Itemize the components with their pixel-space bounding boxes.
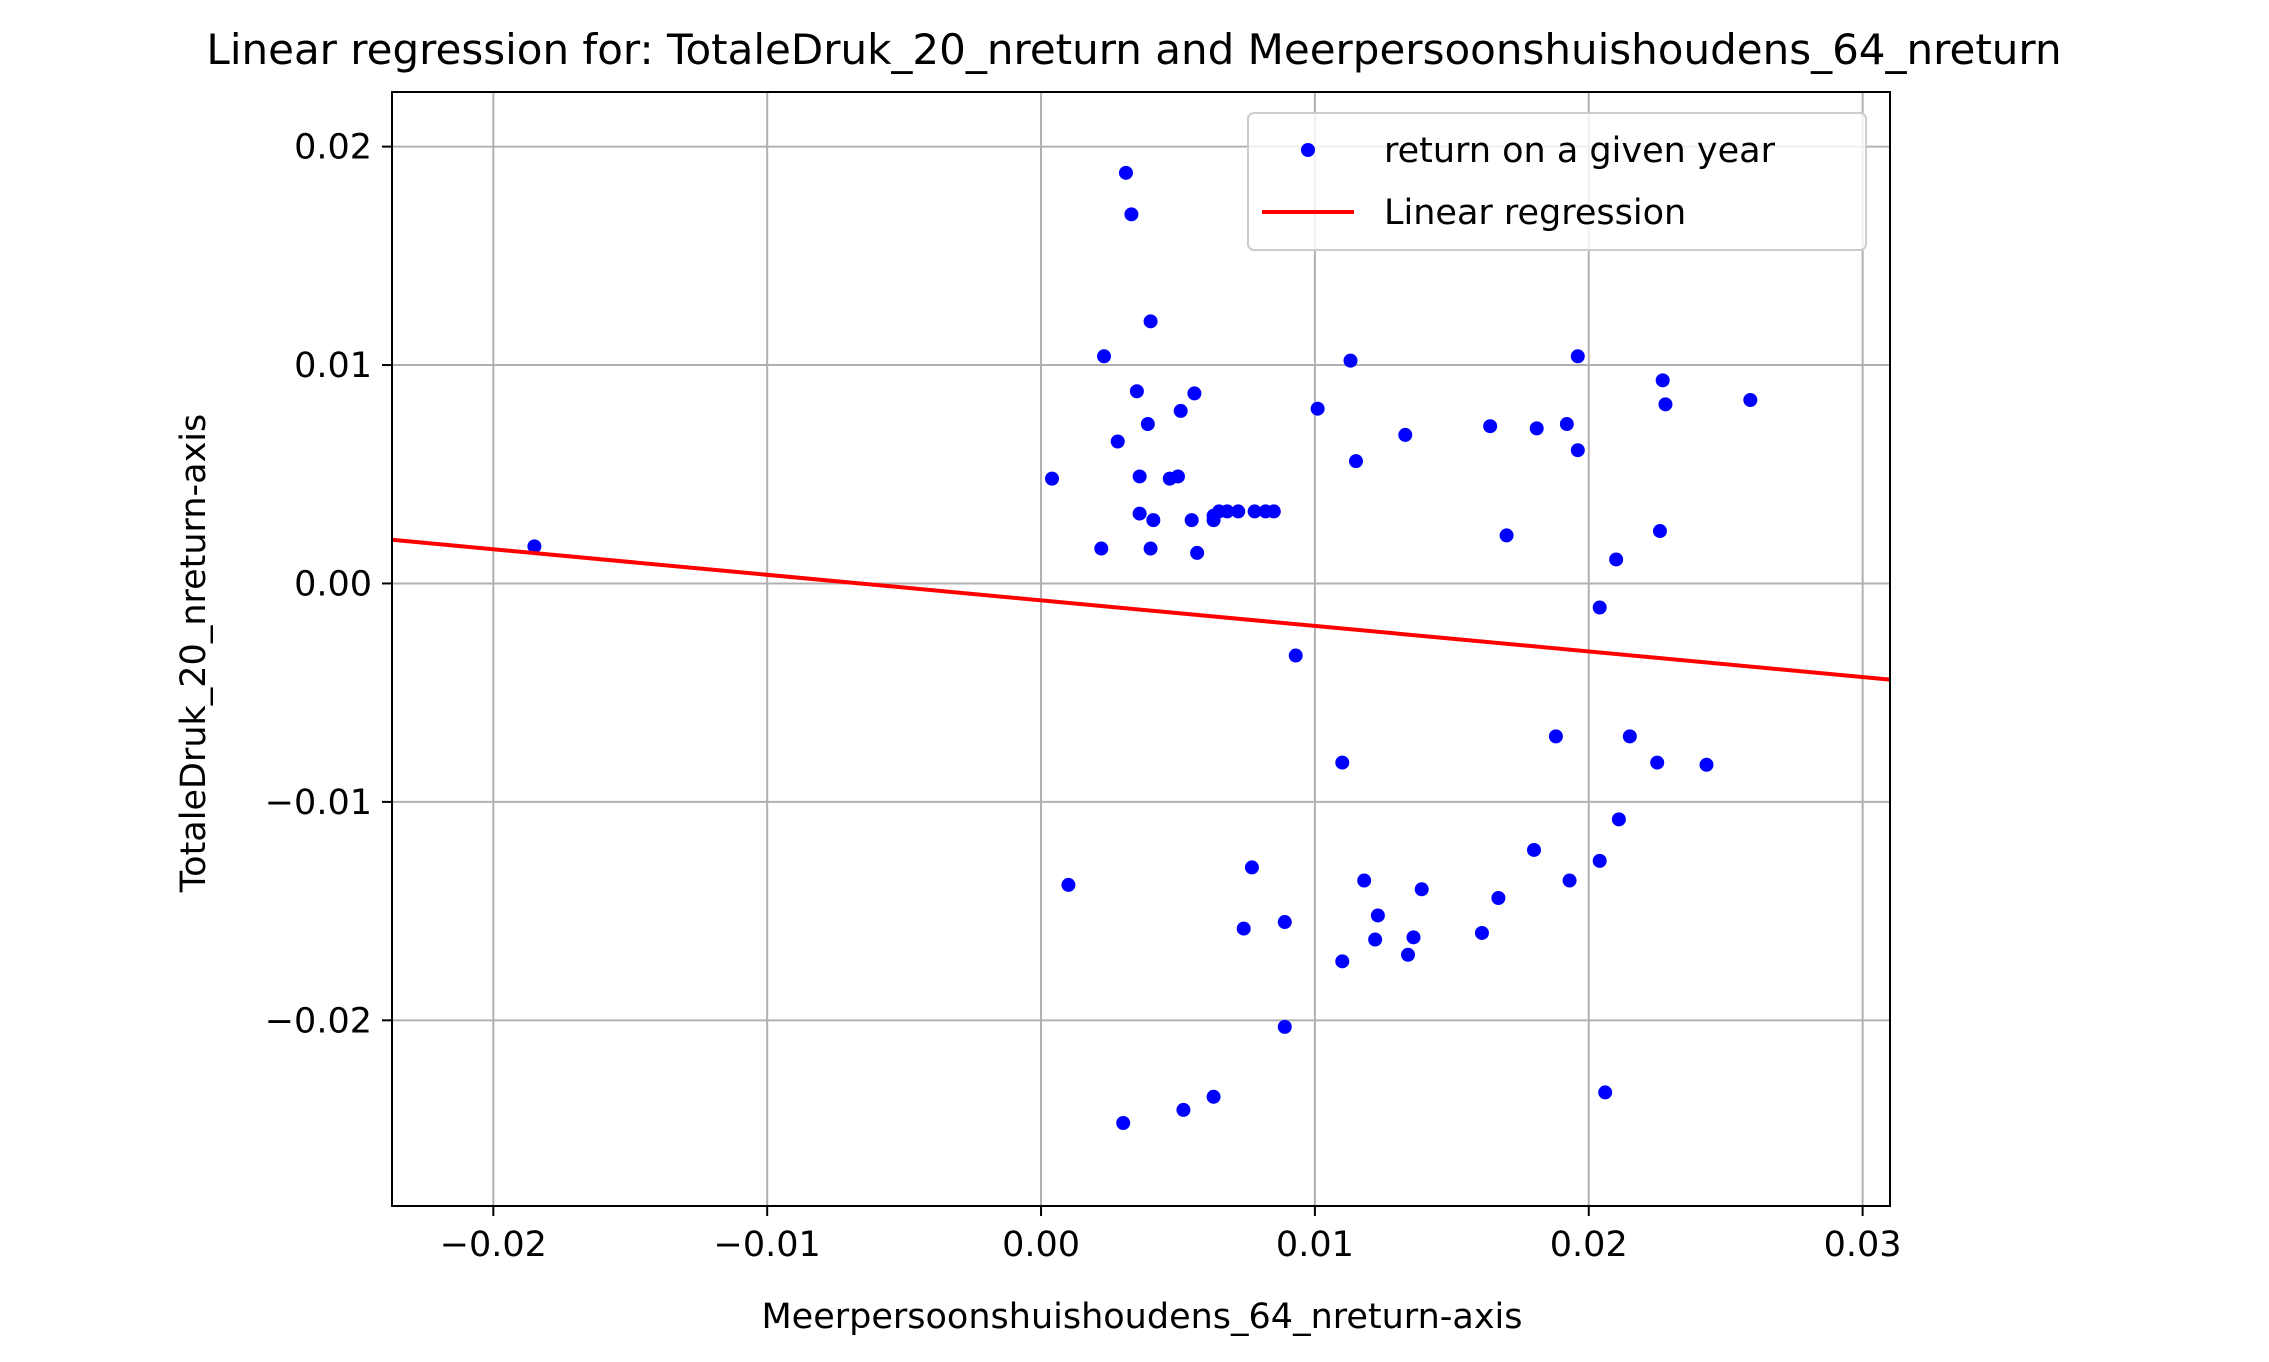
- scatter-point: [1592, 600, 1607, 615]
- scatter-point: [1231, 504, 1246, 519]
- scatter-point: [1143, 314, 1158, 329]
- regression-line-group: [391, 537, 1891, 682]
- scatter-point: [527, 539, 542, 554]
- scatter-point: [1170, 469, 1185, 484]
- x-tick-label: 0.02: [1550, 1225, 1628, 1265]
- scatter-point: [1474, 925, 1489, 940]
- scatter-point: [1143, 541, 1158, 556]
- scatter-point: [1124, 207, 1139, 222]
- scatter-point: [1652, 524, 1667, 539]
- scatter-point: [1190, 545, 1205, 560]
- scatter-point: [1650, 755, 1665, 770]
- scatter-point: [1370, 908, 1385, 923]
- x-tick-label: 0.03: [1824, 1225, 1902, 1265]
- scatter-point: [1559, 417, 1574, 432]
- scatter-point: [1116, 1115, 1131, 1130]
- scatter-point: [1288, 648, 1303, 663]
- scatter-point: [1609, 552, 1624, 567]
- chart-title: Linear regression for: TotaleDruk_20_nre…: [206, 25, 2061, 74]
- scatter-point: [1132, 469, 1147, 484]
- scatter-point: [1118, 165, 1133, 180]
- y-tick-label: −0.01: [265, 783, 372, 823]
- scatter-point: [1570, 443, 1585, 458]
- scatter-point: [1368, 932, 1383, 947]
- regression-line: [391, 537, 1891, 682]
- x-tick-label: −0.01: [714, 1225, 821, 1265]
- legend: return on a given year Linear regression: [1247, 112, 1867, 251]
- scatter-point: [1184, 513, 1199, 528]
- scatter-point: [1406, 930, 1421, 945]
- scatter-point: [1357, 873, 1372, 888]
- scatter-point: [1401, 947, 1416, 962]
- scatter-point: [1173, 403, 1188, 418]
- scatter-point: [1562, 873, 1577, 888]
- scatter-point: [1529, 421, 1544, 436]
- scatter-point: [1277, 1019, 1292, 1034]
- scatter-point: [1220, 504, 1235, 519]
- x-tick-label: −0.02: [440, 1225, 547, 1265]
- legend-marker-scatter: [1301, 143, 1315, 157]
- scatter-point: [1548, 729, 1563, 744]
- scatter-point: [1044, 471, 1059, 486]
- scatter-point: [1110, 434, 1125, 449]
- legend-box: [1247, 112, 1867, 251]
- scatter-point: [1266, 504, 1281, 519]
- scatter-point: [1097, 349, 1112, 364]
- scatter-point: [1622, 729, 1637, 744]
- scatter-point: [1335, 954, 1350, 969]
- scatter-point: [1598, 1085, 1613, 1100]
- legend-label-scatter: return on a given year: [1384, 131, 1776, 171]
- scatter-point: [1491, 891, 1506, 906]
- scatter-point: [1526, 842, 1541, 857]
- scatter-point: [1499, 528, 1514, 543]
- y-tick-label: −0.02: [265, 1001, 372, 1041]
- scatter-point: [1187, 386, 1202, 401]
- y-tick-label: 0.01: [294, 346, 372, 386]
- scatter-point: [1094, 541, 1109, 556]
- scatter-point: [1592, 853, 1607, 868]
- scatter-point: [1483, 419, 1498, 434]
- y-tick-label: 0.02: [294, 128, 372, 168]
- scatter-point: [1658, 397, 1673, 412]
- scatter-point: [1236, 921, 1251, 936]
- y-axis-ticks: 0.02 0.01 0.00 −0.01 −0.02: [265, 128, 392, 1041]
- plot-area-frame: [391, 91, 1891, 1207]
- scatter-point: [1310, 401, 1325, 416]
- scatter-point: [1244, 860, 1259, 875]
- scatter-point: [1655, 373, 1670, 388]
- scatter-points: [527, 165, 1758, 1130]
- scatter-point: [1061, 877, 1076, 892]
- scatter-point: [1176, 1102, 1191, 1117]
- scatter-point: [1570, 349, 1585, 364]
- x-tick-label: 0.01: [1276, 1225, 1354, 1265]
- y-tick-label: 0.00: [294, 564, 372, 604]
- scatter-point: [1140, 417, 1155, 432]
- x-axis-title: Meerpersoonshuishoudens_64_nreturn-axis: [761, 1297, 1522, 1337]
- grid-lines: [392, 92, 1890, 1206]
- scatter-point: [1348, 454, 1363, 469]
- scatter-point: [1611, 812, 1626, 827]
- scatter-point: [1132, 506, 1147, 521]
- scatter-point: [1206, 1089, 1221, 1104]
- scatter-point: [1699, 757, 1714, 772]
- scatter-point: [1414, 882, 1429, 897]
- legend-label-line: Linear regression: [1384, 193, 1686, 233]
- scatter-point: [1277, 915, 1292, 930]
- scatter-point: [1398, 427, 1413, 442]
- scatter-point: [1129, 384, 1144, 399]
- scatter-point: [1343, 353, 1358, 368]
- scatter-point: [1743, 392, 1758, 407]
- y-axis-title: TotaleDruk_20_nreturn-axis: [174, 414, 214, 894]
- x-axis-ticks: −0.02 −0.01 0.00 0.01 0.02 0.03: [440, 1206, 1902, 1265]
- scatter-point: [1146, 513, 1161, 528]
- scatter-point: [1247, 504, 1262, 519]
- x-tick-label: 0.00: [1002, 1225, 1080, 1265]
- scatter-point: [1335, 755, 1350, 770]
